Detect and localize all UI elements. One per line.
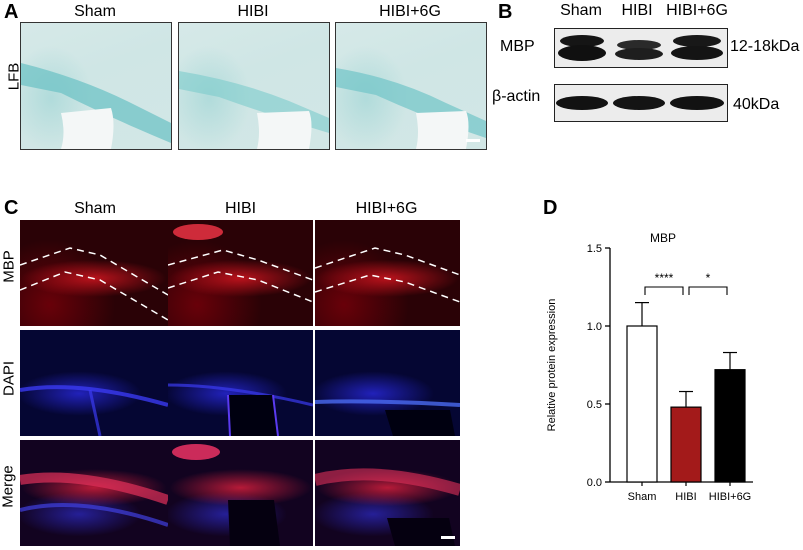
panel-c-row-label-mbp: MBP bbox=[0, 250, 18, 283]
x-tick-label: HIBI+6G bbox=[709, 491, 752, 503]
panel-a-letter: A bbox=[4, 1, 19, 23]
mbp-image-hibi bbox=[168, 220, 313, 326]
merge-image-hibi6g bbox=[315, 440, 460, 546]
chart-ylabel: Relative protein expression bbox=[546, 299, 558, 432]
panel-c-header-hibi6g: HIBI+6G bbox=[355, 200, 418, 217]
mbp-image-sham bbox=[20, 220, 168, 326]
panel-a-header-hibi6g: HIBI+6G bbox=[379, 3, 441, 20]
panel-b-header-sham: Sham bbox=[560, 2, 602, 19]
lfb-image-sham bbox=[20, 22, 172, 150]
panel-a-header-sham: Sham bbox=[74, 3, 116, 20]
panel-c-row-label-dapi: DAPI bbox=[0, 361, 18, 397]
bar-hibi bbox=[670, 406, 702, 483]
blot-size-actin: 40kDa bbox=[733, 96, 780, 113]
x-tick-label: Sham bbox=[628, 491, 657, 503]
panel-c-header-sham: Sham bbox=[74, 200, 116, 217]
panel-c-letter: C bbox=[4, 197, 19, 219]
blot-label-actin: β-actin bbox=[492, 88, 541, 105]
significance-bracket bbox=[688, 286, 728, 295]
dapi-image-hibi bbox=[168, 330, 313, 436]
blot-image-mbp bbox=[554, 28, 728, 68]
blot-image-actin bbox=[554, 84, 728, 122]
mbp-image-hibi6g bbox=[315, 220, 460, 326]
panel-c-header-hibi: HIBI bbox=[224, 200, 257, 217]
y-tick-label: 1.0 bbox=[587, 321, 602, 333]
significance-label: * bbox=[706, 271, 711, 285]
y-tick-label: 0.0 bbox=[587, 477, 602, 489]
y-tick-label: 1.5 bbox=[587, 243, 602, 255]
panel-c-row-label-merge: Merge bbox=[0, 465, 17, 508]
dapi-image-sham bbox=[20, 330, 168, 436]
lfb-image-hibi bbox=[178, 22, 330, 150]
panel-a-header-hibi: HIBI bbox=[237, 3, 269, 20]
chart-title: MBP bbox=[650, 231, 676, 245]
dapi-image-hibi6g bbox=[315, 330, 460, 436]
panel-d-letter: D bbox=[543, 197, 558, 219]
merge-image-sham bbox=[20, 440, 168, 546]
blot-size-mbp: 12-18kDa bbox=[730, 38, 800, 55]
bar-sham bbox=[626, 325, 658, 483]
chart-d: MBP Relative protein expression 0.0 0.5 1.… bbox=[546, 231, 753, 503]
blot-label-mbp: MBP bbox=[500, 38, 535, 55]
significance-label: **** bbox=[655, 271, 674, 285]
x-tick-label: HIBI bbox=[675, 491, 696, 503]
y-tick-label: 0.5 bbox=[587, 399, 602, 411]
significance-bracket bbox=[644, 286, 684, 295]
panel-b-header-hibi: HIBI bbox=[621, 2, 653, 19]
panel-b-header-hibi6g: HIBI+6G bbox=[666, 2, 728, 19]
bar-hibi-6g bbox=[714, 369, 746, 483]
merge-image-hibi bbox=[168, 440, 313, 546]
lfb-image-hibi6g bbox=[335, 22, 487, 150]
panel-b-letter: B bbox=[498, 1, 513, 23]
